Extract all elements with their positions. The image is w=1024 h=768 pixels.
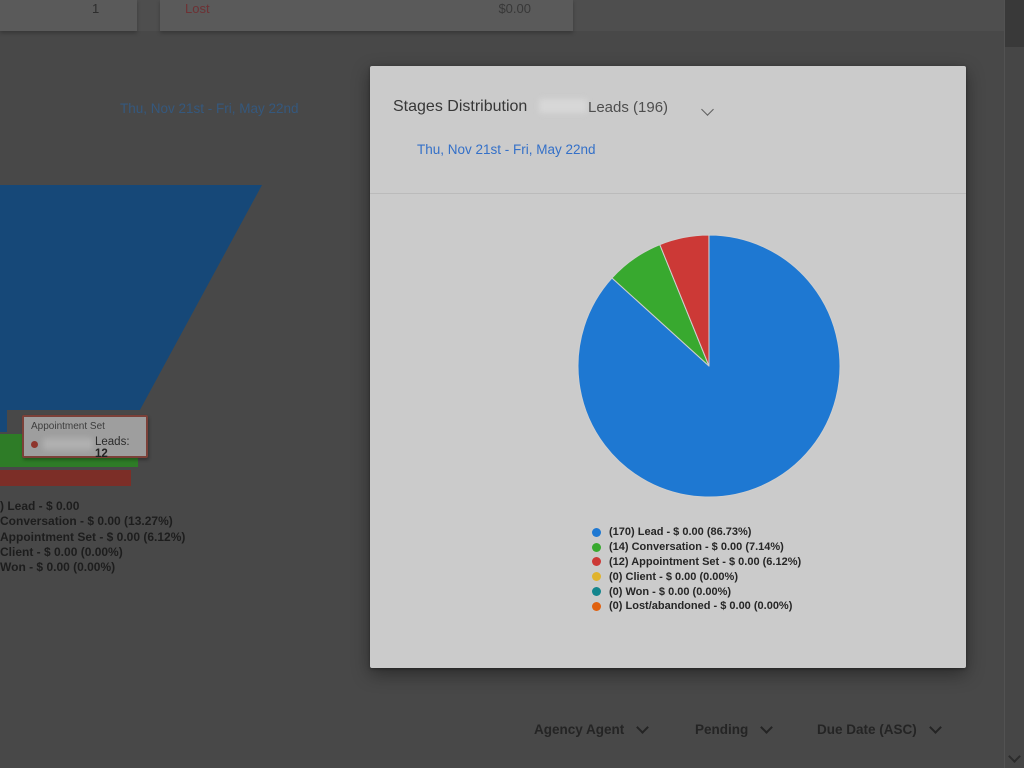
summary-count-cell: 1 bbox=[0, 0, 137, 31]
dialog-title: Stages Distribution bbox=[393, 98, 528, 115]
pie-slice-appointment-set[interactable] bbox=[659, 234, 710, 367]
funnel-legend-line: Client - $ 0.00 (0.00%) bbox=[0, 544, 123, 559]
summary-count: 1 bbox=[92, 1, 100, 16]
funnel-tooltip: Appointment Set Leads: 12 bbox=[22, 415, 148, 460]
legend-item-won[interactable]: (0) Won - $ 0.00 (0.00%) bbox=[592, 584, 801, 599]
legend-label: (0) Lost/abandoned - $ 0.00 (0.00%) bbox=[609, 600, 793, 613]
divider bbox=[370, 193, 966, 194]
legend-dot-icon bbox=[592, 587, 601, 597]
legend-dot-icon bbox=[592, 557, 601, 567]
funnel-tooltip-title: Appointment Set bbox=[31, 421, 105, 432]
legend-item-conversation[interactable]: (14) Conversation - $ 0.00 (7.14%) bbox=[592, 540, 801, 555]
pie-legend: (170) Lead - $ 0.00 (86.73%) (14) Convers… bbox=[592, 525, 801, 614]
chevron-down-icon bbox=[636, 721, 650, 734]
scrollbar-thumb[interactable] bbox=[1005, 0, 1024, 47]
chevron-down-icon[interactable] bbox=[701, 103, 714, 116]
legend-label: (170) Lead - $ 0.00 (86.73%) bbox=[609, 526, 752, 539]
redacted-text bbox=[43, 438, 93, 450]
legend-dot-icon bbox=[592, 527, 601, 537]
legend-label: (12) Appointment Set - $ 0.00 (6.12%) bbox=[609, 555, 802, 568]
funnel-legend-line: Won - $ 0.00 (0.00%) bbox=[0, 560, 116, 575]
pie-chart bbox=[577, 234, 841, 498]
chevron-down-icon bbox=[928, 721, 942, 734]
filter-agency-agent: Agency Agent bbox=[534, 721, 650, 737]
date-range-link[interactable]: Thu, Nov 21st - Fri, May 22nd bbox=[417, 142, 596, 157]
legend-label: (0) Won - $ 0.00 (0.00%) bbox=[609, 585, 732, 598]
legend-item-lost-abandoned[interactable]: (0) Lost/abandoned - $ 0.00 (0.00%) bbox=[592, 599, 801, 614]
summary-stage-value: $0.00 bbox=[498, 1, 531, 16]
funnel-legend-line: Conversation - $ 0.00 (13.27%) bbox=[0, 514, 173, 529]
funnel-segment-lead bbox=[0, 185, 262, 410]
legend-dot-icon bbox=[592, 601, 601, 611]
pipeline-dropdown[interactable]: Leads (196) bbox=[588, 99, 669, 116]
series-dot-icon bbox=[31, 441, 38, 448]
legend-label: (14) Conversation - $ 0.00 (7.14%) bbox=[609, 541, 784, 554]
summary-stage-label: Lost bbox=[185, 1, 210, 16]
redacted-text bbox=[539, 99, 587, 113]
legend-item-client[interactable]: (0) Client - $ 0.00 (0.00%) bbox=[592, 569, 801, 584]
filter-due-date-sort: Due Date (ASC) bbox=[817, 721, 942, 737]
legend-item-lead[interactable]: (170) Lead - $ 0.00 (86.73%) bbox=[592, 525, 801, 540]
stage-summary-row: 1 Lost $0.00 bbox=[0, 0, 1005, 31]
funnel-tooltip-row: Leads: 12 bbox=[31, 436, 143, 460]
funnel-legend-line: ) Lead - $ 0.00 bbox=[0, 499, 80, 513]
funnel-tooltip-value: Leads: 12 bbox=[95, 436, 130, 460]
funnel-legend: ) Lead - $ 0.00 Conversation - $ 0.00 (13… bbox=[0, 499, 185, 575]
background-date-range-link: Thu, Nov 21st - Fri, May 22nd bbox=[120, 101, 299, 116]
filter-pending: Pending bbox=[695, 721, 774, 737]
funnel-segment-appointment-set bbox=[0, 470, 131, 486]
task-filter-bar: Agency Agent Pending Due Date (ASC) bbox=[0, 721, 1005, 742]
stages-distribution-dialog: Stages Distribution Leads (196) Thu, Nov… bbox=[370, 66, 966, 668]
chevron-down-icon bbox=[760, 721, 774, 734]
scroll-down-arrow-icon[interactable] bbox=[1008, 750, 1021, 763]
legend-dot-icon bbox=[592, 542, 601, 552]
vertical-scrollbar[interactable] bbox=[1004, 0, 1024, 768]
legend-dot-icon bbox=[592, 572, 601, 582]
funnel-legend-line: Appointment Set - $ 0.00 (6.12%) bbox=[0, 529, 186, 544]
legend-label: (0) Client - $ 0.00 (0.00%) bbox=[609, 570, 738, 583]
summary-stage-cell: Lost $0.00 bbox=[160, 0, 573, 31]
legend-item-appointment-set[interactable]: (12) Appointment Set - $ 0.00 (6.12%) bbox=[592, 555, 801, 570]
funnel-segment-lead-neck bbox=[0, 410, 7, 432]
